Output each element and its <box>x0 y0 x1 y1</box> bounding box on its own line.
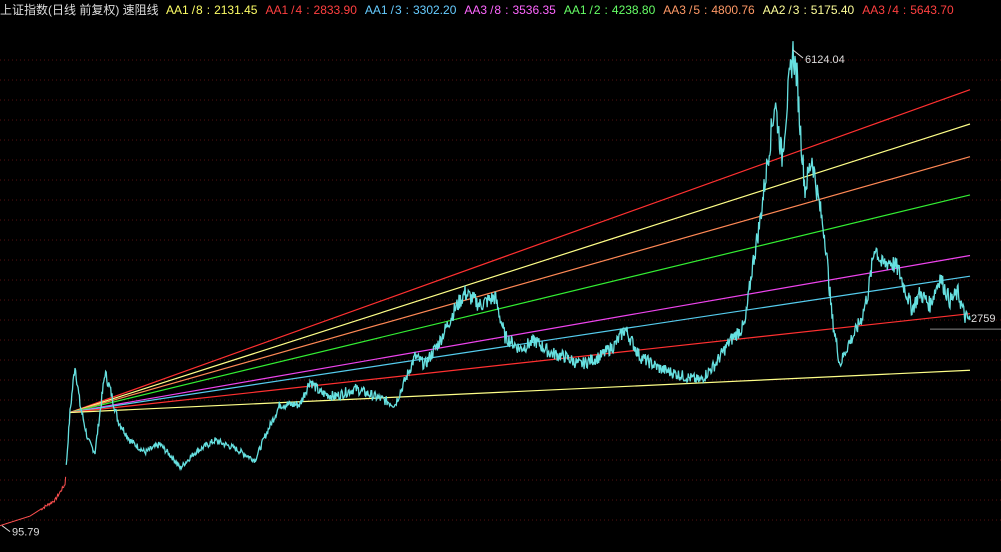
legend-entry-value: 5643.70 <box>910 3 954 17</box>
legend-colon: : <box>604 3 608 17</box>
legend-entry-ratio: 3 <box>792 3 800 17</box>
legend-entry: AA3/4:5643.70 <box>862 0 957 20</box>
legend-entry: AA1/2:4238.80 <box>564 0 659 20</box>
low-marker <box>1 525 11 533</box>
legend-entry-name: AA3 <box>464 3 488 17</box>
legend-entry: AA3/5:4800.76 <box>663 0 758 20</box>
legend-entry-name: AA1 <box>265 3 289 17</box>
legend-colon: : <box>306 3 310 17</box>
legend-entry: AA1/3:3302.20 <box>365 0 460 20</box>
legend-entry-ratio: 4 <box>892 3 899 17</box>
legend-separator: / <box>788 3 792 17</box>
legend-colon: : <box>902 3 907 17</box>
speed-line <box>69 275 971 414</box>
price-line-early <box>0 476 67 527</box>
speed-line <box>69 313 971 414</box>
speed-line <box>69 369 971 414</box>
legend-items: AA1/8:2131.45 AA1/4:2833.90 AA1/3:3302.20 A… <box>166 0 962 20</box>
legend-entry: AA1/8:2131.45 <box>166 0 261 20</box>
legend-entry-ratio: 3 <box>394 3 402 17</box>
legend-entry-name: AA1 <box>563 3 587 17</box>
legend-entry-ratio: 8 <box>494 3 502 17</box>
chart-legend-bar: 上证指数(日线 前复权) 速阻线 AA1/8:2131.45 AA1/4:2833… <box>0 0 1001 20</box>
legend-entry-name: AA3 <box>862 3 885 17</box>
legend-separator: / <box>390 3 394 17</box>
speed-line <box>69 194 971 414</box>
legend-entry-value: 4800.76 <box>711 3 755 17</box>
price-line <box>65 41 971 472</box>
chart-title: 上证指数(日线 前复权) 速阻线 <box>0 3 159 17</box>
legend-entry-ratio: 5 <box>693 3 700 17</box>
high-label: 6124.04 <box>805 54 845 66</box>
legend-entry-ratio: 2 <box>593 3 601 17</box>
legend-entry-value: 3536.35 <box>512 3 556 17</box>
legend-entry-name: AA1 <box>364 3 388 17</box>
legend-separator: / <box>589 3 593 17</box>
legend-colon: : <box>704 3 708 17</box>
speed-line <box>69 254 971 414</box>
legend-separator: / <box>191 3 196 17</box>
legend-entry-value: 4238.80 <box>611 3 656 17</box>
legend-entry-ratio: 4 <box>295 3 303 17</box>
legend-entry-ratio: 8 <box>196 3 203 17</box>
price-series <box>0 41 971 527</box>
legend-entry-name: AA3 <box>663 3 686 17</box>
legend-separator: / <box>887 3 892 17</box>
speed-line <box>69 123 971 414</box>
chart-annotations: 6124.04 95.79 2759 <box>1 49 1001 539</box>
legend-entry: AA1/4:2833.90 <box>265 0 360 20</box>
legend-entry-value: 2833.90 <box>313 3 357 17</box>
legend-colon: : <box>505 3 509 17</box>
legend-separator: / <box>688 3 693 17</box>
legend-entry-value: 5175.40 <box>810 3 855 17</box>
legend-colon: : <box>803 3 807 17</box>
legend-colon: : <box>206 3 211 17</box>
legend-entry-name: AA2 <box>762 3 786 17</box>
legend-entry-value: 2131.45 <box>214 3 258 17</box>
legend-separator: / <box>291 3 295 17</box>
legend-colon: : <box>405 3 409 17</box>
legend-entry-name: AA1 <box>166 3 189 17</box>
speed-line <box>69 156 971 414</box>
legend-entry: AA2/3:5175.40 <box>763 0 858 20</box>
speed-resistance-lines <box>69 89 971 414</box>
speed-line <box>69 89 971 414</box>
legend-entry-value: 3302.20 <box>412 3 457 17</box>
legend-entry: AA3/8:3536.35 <box>464 0 559 20</box>
legend-separator: / <box>490 3 494 17</box>
last-price-label: 2759 <box>971 313 995 325</box>
high-marker <box>792 49 804 59</box>
low-label: 95.79 <box>12 527 40 539</box>
